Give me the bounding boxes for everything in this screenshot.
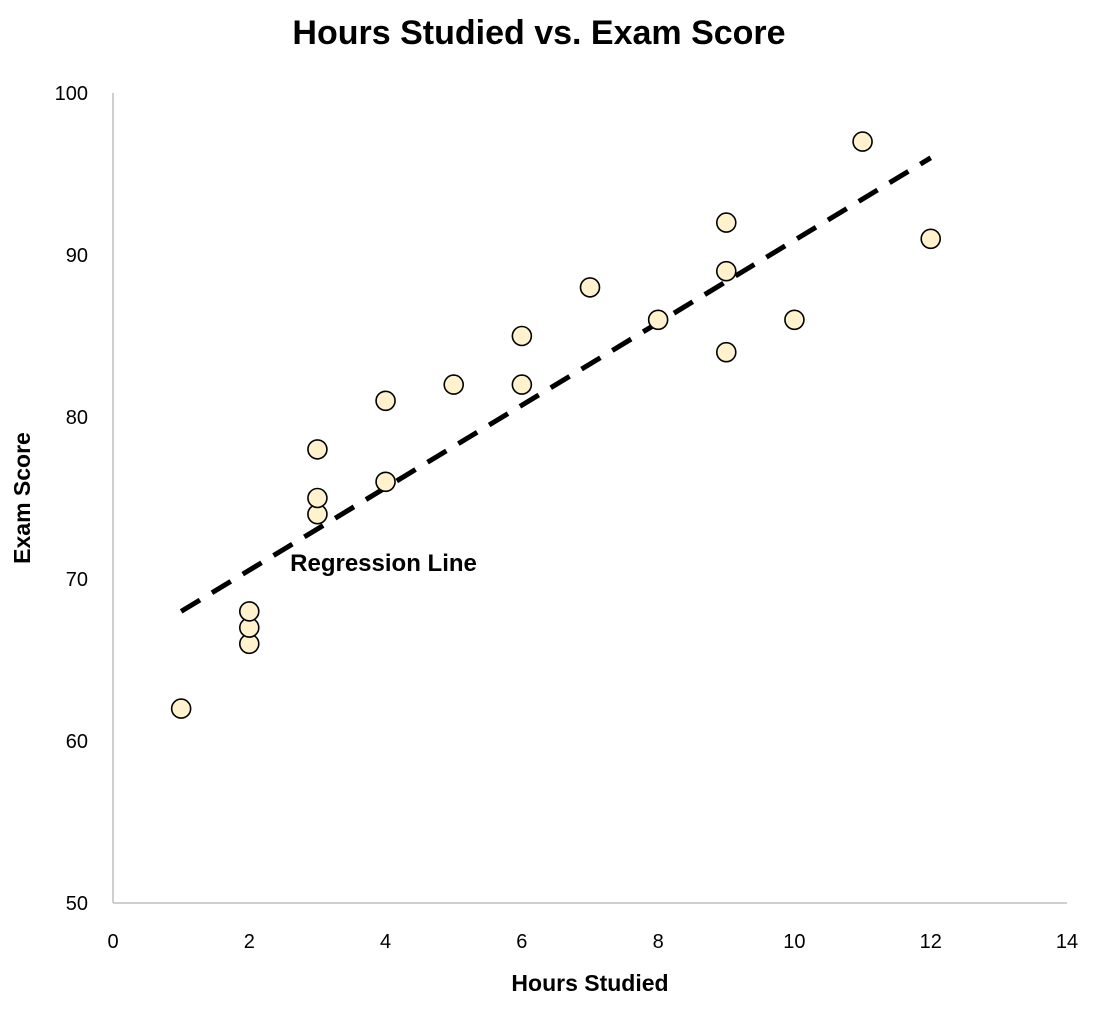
- data-points: [170, 131, 942, 719]
- data-point: [852, 131, 873, 152]
- y-axis: 50 60 70 80 90 100: [55, 83, 114, 915]
- data-point: [375, 390, 396, 412]
- data-point: [715, 260, 737, 282]
- x-tick-label: 8: [653, 931, 664, 953]
- x-tick-label: 4: [380, 931, 391, 953]
- x-tick-label: 0: [107, 931, 118, 953]
- regression-line-label: Regression Line: [290, 550, 477, 577]
- y-tick-label: 60: [66, 731, 88, 753]
- x-axis: 0 2 4 6 8 10 12 14: [107, 902, 1078, 953]
- x-tick-label: 10: [783, 931, 805, 953]
- x-tick-label: 14: [1056, 931, 1078, 953]
- data-point: [511, 374, 533, 395]
- data-point: [307, 439, 328, 460]
- data-point: [511, 325, 533, 347]
- data-point: [443, 374, 465, 395]
- chart-title: Hours Studied vs. Exam Score: [292, 14, 785, 52]
- regression-line-group: [179, 155, 933, 614]
- x-tick-label: 6: [516, 931, 527, 953]
- y-axis-title: Exam Score: [9, 432, 35, 564]
- regression-line: [179, 155, 933, 614]
- annotations: Regression Line: [290, 550, 477, 577]
- y-tick-label: 70: [66, 569, 88, 591]
- x-axis-title: Hours Studied: [511, 970, 668, 996]
- data-point: [647, 309, 669, 331]
- x-tick-label: 12: [920, 931, 942, 953]
- y-tick-label: 50: [66, 893, 88, 915]
- y-tick-label: 80: [66, 407, 88, 429]
- data-point: [307, 487, 328, 509]
- y-tick-label: 90: [66, 245, 88, 267]
- data-point: [375, 471, 396, 493]
- x-tick-label: 2: [244, 931, 255, 953]
- data-point: [715, 212, 737, 233]
- data-point: [579, 277, 601, 298]
- data-point: [920, 228, 942, 250]
- data-point: [784, 309, 805, 331]
- data-point: [170, 698, 192, 719]
- data-point: [715, 341, 737, 363]
- y-tick-label: 100: [55, 83, 88, 105]
- data-point: [238, 601, 260, 622]
